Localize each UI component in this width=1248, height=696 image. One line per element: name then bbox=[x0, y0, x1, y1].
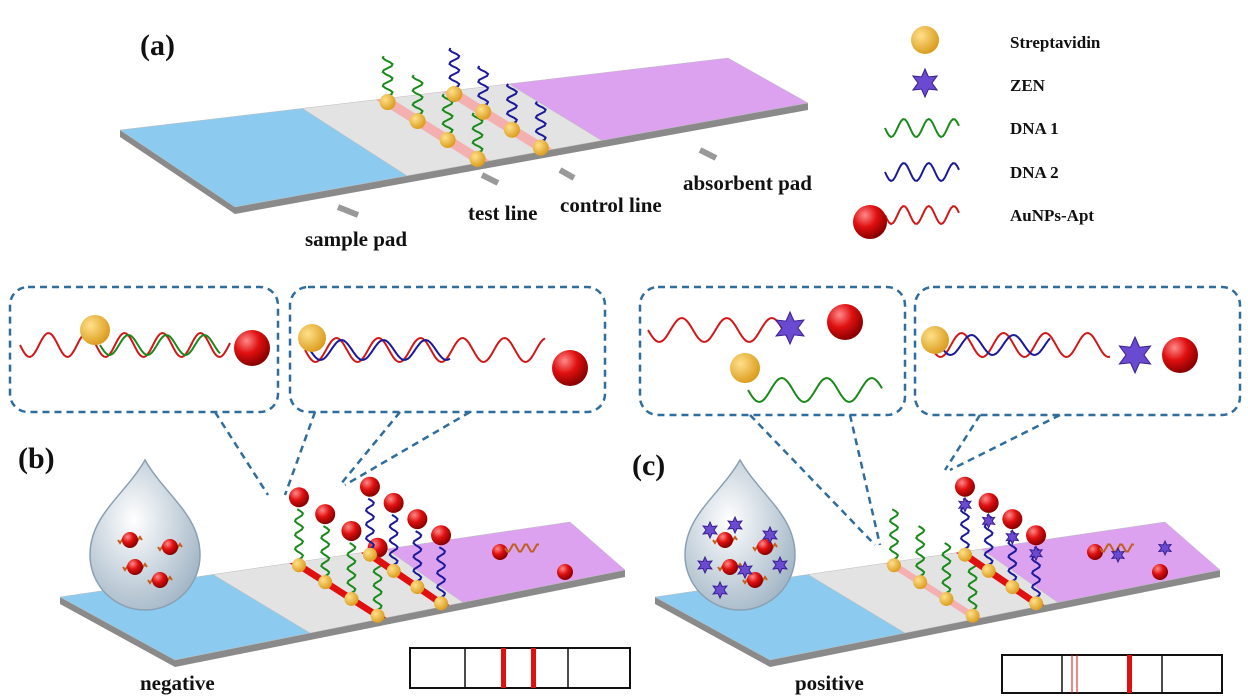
zen bbox=[1119, 337, 1150, 373]
gold-nanoparticle bbox=[341, 521, 361, 541]
gold-nanoparticle bbox=[152, 572, 168, 588]
zen bbox=[913, 69, 937, 97]
result-line bbox=[531, 648, 536, 688]
streptavidin bbox=[911, 26, 939, 54]
diagram: (a) (b) (c) sample pad test line control… bbox=[0, 0, 1248, 696]
streptavidin bbox=[410, 580, 424, 594]
dna bbox=[940, 335, 1050, 355]
strip-label: test line bbox=[468, 201, 537, 225]
result-line bbox=[1127, 655, 1132, 693]
legend-label: ZEN bbox=[1010, 76, 1046, 95]
result-label: negative bbox=[140, 671, 215, 695]
streptavidin bbox=[410, 113, 426, 129]
dna bbox=[383, 56, 393, 96]
streptavidin bbox=[475, 104, 491, 120]
result-line bbox=[501, 648, 506, 688]
dna bbox=[295, 509, 303, 559]
pointer bbox=[945, 415, 1060, 470]
gold-nanoparticle bbox=[1087, 544, 1103, 560]
sample-drop bbox=[90, 460, 200, 610]
gold-nanoparticle bbox=[1152, 564, 1168, 580]
result-strip bbox=[1002, 655, 1222, 693]
callout-box bbox=[640, 287, 905, 415]
gold-nanoparticle bbox=[360, 477, 380, 497]
streptavidin bbox=[1029, 596, 1043, 610]
result-strip bbox=[410, 648, 630, 688]
streptavidin bbox=[363, 548, 377, 562]
result-label: positive bbox=[795, 671, 864, 695]
streptavidin bbox=[434, 596, 448, 610]
streptavidin bbox=[371, 609, 385, 623]
gold-nanoparticle bbox=[1026, 525, 1046, 545]
gold-nanoparticle bbox=[289, 487, 309, 507]
streptavidin bbox=[958, 548, 972, 562]
gold-nanoparticle bbox=[722, 559, 738, 575]
dna bbox=[890, 509, 898, 559]
gold-nanoparticle bbox=[979, 493, 999, 513]
strip-label: absorbent pad bbox=[683, 171, 812, 195]
legend-label: DNA 1 bbox=[1010, 119, 1059, 138]
panel-label: (b) bbox=[18, 442, 55, 475]
legend-label: Streptavidin bbox=[1010, 33, 1101, 52]
sample-drop bbox=[685, 460, 795, 610]
gold-nanoparticle bbox=[557, 564, 573, 580]
streptavidin bbox=[982, 564, 996, 578]
streptavidin bbox=[504, 122, 520, 138]
gold-nanoparticle bbox=[552, 350, 588, 386]
gold-nanoparticle bbox=[955, 477, 975, 497]
gold-nanoparticle bbox=[407, 509, 427, 529]
streptavidin bbox=[318, 575, 332, 589]
streptavidin bbox=[446, 86, 462, 102]
streptavidin bbox=[344, 592, 358, 606]
dna bbox=[930, 333, 1110, 357]
gold-nanoparticle bbox=[827, 304, 863, 340]
gold-nanoparticle bbox=[384, 493, 404, 513]
panel-label: (a) bbox=[140, 29, 175, 62]
streptavidin bbox=[1005, 580, 1019, 594]
dna bbox=[305, 338, 545, 362]
dna bbox=[885, 119, 959, 137]
gold-nanoparticle bbox=[315, 504, 335, 524]
streptavidin bbox=[887, 558, 901, 572]
dna bbox=[885, 163, 959, 181]
gold-nanoparticle bbox=[122, 532, 138, 548]
gold-nanoparticle bbox=[127, 559, 143, 575]
dna bbox=[885, 206, 959, 224]
strip-label: sample pad bbox=[305, 227, 407, 251]
gold-nanoparticle bbox=[234, 330, 270, 366]
gold-nanoparticle bbox=[747, 572, 763, 588]
pointer bbox=[215, 412, 315, 495]
gold-nanoparticle bbox=[853, 205, 887, 239]
streptavidin bbox=[298, 324, 326, 352]
streptavidin bbox=[730, 353, 760, 383]
gold-nanoparticle bbox=[717, 532, 733, 548]
streptavidin bbox=[939, 592, 953, 606]
legend-label: AuNPs-Apt bbox=[1010, 206, 1094, 225]
dna bbox=[450, 48, 460, 88]
gold-nanoparticle bbox=[1162, 337, 1198, 373]
gold-nanoparticle bbox=[1002, 509, 1022, 529]
streptavidin bbox=[921, 326, 949, 354]
callout-box bbox=[290, 287, 605, 412]
streptavidin bbox=[380, 94, 396, 110]
zen bbox=[776, 312, 804, 344]
dna bbox=[748, 378, 882, 402]
streptavidin bbox=[440, 132, 456, 148]
streptavidin bbox=[470, 151, 486, 167]
streptavidin bbox=[387, 564, 401, 578]
panel-label: (c) bbox=[632, 449, 665, 482]
legend-label: DNA 2 bbox=[1010, 163, 1059, 182]
streptavidin bbox=[533, 140, 549, 156]
streptavidin bbox=[80, 315, 110, 345]
strip-label: control line bbox=[560, 193, 662, 217]
gold-nanoparticle bbox=[162, 539, 178, 555]
gold-nanoparticle bbox=[431, 525, 451, 545]
streptavidin bbox=[913, 575, 927, 589]
dna bbox=[648, 318, 788, 342]
streptavidin bbox=[292, 558, 306, 572]
gold-nanoparticle bbox=[492, 544, 508, 560]
pointer bbox=[340, 412, 470, 485]
streptavidin bbox=[966, 609, 980, 623]
